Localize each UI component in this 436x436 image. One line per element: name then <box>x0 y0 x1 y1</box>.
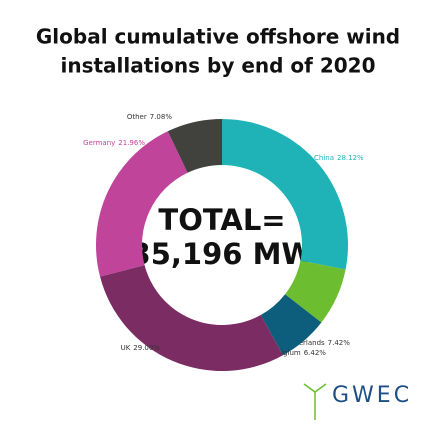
logo: GWEC <box>303 383 412 420</box>
logo-blade <box>303 383 316 393</box>
slice-label: Germany 21.96% <box>83 139 145 147</box>
slice-label: Netherlands 7.42% <box>282 339 350 347</box>
slice-label: Belgium 6.42% <box>272 349 326 357</box>
slice-value: 28.12% <box>337 154 364 162</box>
slice-value: 7.42% <box>328 339 351 347</box>
slice-label: UK 29.00% <box>121 344 161 352</box>
logo-text: GWEC <box>332 383 412 408</box>
center-label: TOTAL= <box>158 203 285 237</box>
donut-slice <box>260 294 322 356</box>
donut-slice <box>100 265 283 372</box>
slice-category: Netherlands <box>282 339 325 347</box>
center-value: 35,196 MW <box>131 237 314 271</box>
slice-category: UK <box>121 344 131 352</box>
slice-category: Other <box>127 113 147 121</box>
chart-title: Global cumulative offshore wind <box>36 25 400 49</box>
donut-slice <box>167 119 222 173</box>
slice-category: Germany <box>83 139 115 147</box>
slice-category: Belgium <box>272 349 301 357</box>
slice-value: 7.08% <box>150 113 173 121</box>
slice-value: 6.42% <box>304 349 327 357</box>
donut-slice <box>222 119 348 270</box>
donut-slice <box>285 260 346 323</box>
logo-blade <box>314 383 327 393</box>
slice-label: China 28.12% <box>314 154 364 162</box>
chart-title: installations by end of 2020 <box>61 54 376 78</box>
slice-label: Other 7.08% <box>127 113 172 121</box>
slice-category: China <box>314 154 334 162</box>
donut-slice <box>96 131 188 277</box>
slice-value: 29.00% <box>133 344 160 352</box>
slice-value: 21.96% <box>118 139 145 147</box>
